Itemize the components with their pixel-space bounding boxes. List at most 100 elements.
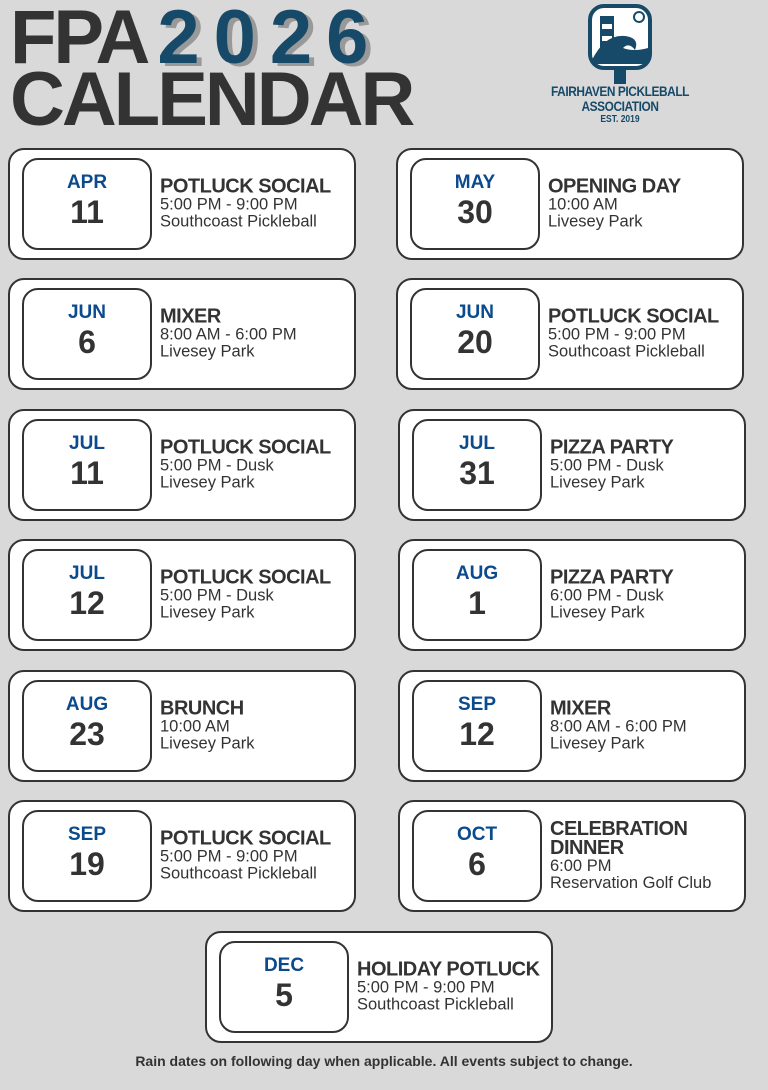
event-day: 6: [78, 324, 96, 360]
event-location: Livesey Park: [160, 342, 255, 361]
event-info: PIZZA PARTY 6:00 PM - Dusk Livesey Park: [550, 566, 674, 622]
event-name: POTLUCK SOCIAL: [160, 566, 331, 589]
logo-line-2: ASSOCIATION: [581, 98, 659, 114]
event-time: 10:00 AM: [548, 195, 618, 214]
event-name: OPENING DAY: [548, 175, 681, 198]
logo-line-1: FAIRHAVEN PICKLEBALL: [550, 83, 690, 99]
date-box: JUL 12: [22, 549, 152, 641]
event-location: Southcoast Pickleball: [548, 342, 705, 361]
event-card: JUN 6 MIXER 8:00 AM - 6:00 PM Livesey Park: [8, 278, 356, 390]
event-month: JUN: [455, 302, 494, 323]
event-month: AUG: [65, 694, 109, 715]
event-time: 5:00 PM - Dusk: [550, 456, 664, 475]
event-day: 11: [70, 194, 104, 230]
event-location: Livesey Park: [548, 212, 643, 231]
event-info: POTLUCK SOCIAL 5:00 PM - Dusk Livesey Park: [160, 566, 331, 622]
event-location: Livesey Park: [550, 603, 645, 622]
event-card: SEP 19 POTLUCK SOCIAL 5:00 PM - 9:00 PM Sout…: [8, 800, 356, 912]
event-day: 30: [457, 194, 493, 230]
event-day: 23: [69, 716, 105, 752]
date-box: SEP 19: [22, 810, 152, 902]
event-info: HOLIDAY POTLUCK 5:00 PM - 9:00 PM Southcoa…: [357, 958, 540, 1014]
title-prefix: FPA: [10, 0, 150, 80]
event-name: CELEBRATION DINNER: [550, 818, 688, 859]
event-day: 5: [275, 977, 293, 1013]
event-day: 6: [468, 846, 486, 882]
event-month: JUL: [69, 563, 105, 584]
event-name: POTLUCK SOCIAL: [160, 175, 331, 198]
event-month: DEC: [263, 955, 305, 976]
event-name: HOLIDAY POTLUCK: [357, 958, 540, 981]
event-day: 20: [457, 324, 493, 360]
event-day: 11: [70, 455, 104, 491]
event-month: APR: [66, 172, 108, 193]
event-name: PIZZA PARTY: [550, 566, 674, 589]
event-name: MIXER: [550, 697, 611, 720]
event-card: APR 11 POTLUCK SOCIAL 5:00 PM - 9:00 PM Sout…: [8, 148, 356, 260]
event-name: PIZZA PARTY: [550, 436, 674, 459]
event-location: Livesey Park: [160, 473, 255, 492]
event-location: Southcoast Pickleball: [357, 995, 514, 1014]
date-box: MAY 30: [410, 158, 540, 250]
event-location: Southcoast Pickleball: [160, 212, 317, 231]
event-month: JUL: [459, 433, 495, 454]
event-location: Livesey Park: [550, 734, 645, 753]
event-name: MIXER: [160, 305, 221, 328]
event-card: AUG 23 BRUNCH 10:00 AM Livesey Park: [8, 670, 356, 782]
event-month: JUL: [69, 433, 105, 454]
title-line-1: FPA 2026: [10, 0, 382, 80]
event-card: JUL 12 POTLUCK SOCIAL 5:00 PM - Dusk Livesey…: [8, 539, 356, 651]
event-name: BRUNCH: [160, 697, 244, 720]
fpa-logo: FAIRHAVEN PICKLEBALL ASSOCIATION EST. 20…: [535, 4, 705, 140]
event-day: 19: [69, 846, 105, 882]
event-time: 8:00 AM - 6:00 PM: [550, 717, 687, 736]
event-day: 31: [459, 455, 495, 491]
event-time: 5:00 PM - Dusk: [160, 456, 274, 475]
date-box: JUN 20: [410, 288, 540, 380]
event-card: AUG 1 PIZZA PARTY 6:00 PM - Dusk Livesey Par…: [398, 539, 746, 651]
event-time: 5:00 PM - 9:00 PM: [160, 847, 298, 866]
title-year: 2026: [157, 0, 383, 80]
event-day: 12: [69, 585, 105, 621]
event-card: JUL 31 PIZZA PARTY 5:00 PM - Dusk Livesey Pa…: [398, 409, 746, 521]
date-box: AUG 23: [22, 680, 152, 772]
date-box: SEP 12: [412, 680, 542, 772]
event-info: CELEBRATION DINNER 6:00 PM Reservation Gol…: [550, 818, 712, 892]
event-card: DEC 5 HOLIDAY POTLUCK 5:00 PM - 9:00 PM Sout…: [205, 931, 553, 1043]
event-card: SEP 12 MIXER 8:00 AM - 6:00 PM Livesey Park: [398, 670, 746, 782]
event-info: MIXER 8:00 AM - 6:00 PM Livesey Park: [550, 697, 687, 753]
event-location: Southcoast Pickleball: [160, 864, 317, 883]
event-month: MAY: [454, 172, 496, 193]
event-name: POTLUCK SOCIAL: [160, 436, 331, 459]
event-time: 5:00 PM - 9:00 PM: [160, 195, 298, 214]
date-box: JUL 11: [22, 419, 152, 511]
date-box: OCT 6: [412, 810, 542, 902]
event-time: 10:00 AM: [160, 717, 230, 736]
event-info: BRUNCH 10:00 AM Livesey Park: [160, 697, 254, 753]
event-month: AUG: [455, 563, 499, 584]
event-time: 5:00 PM - Dusk: [160, 586, 274, 605]
event-info: POTLUCK SOCIAL 5:00 PM - 9:00 PM Southcoas…: [160, 175, 331, 231]
event-time: 6:00 PM - Dusk: [550, 586, 664, 605]
title-line-2: CALENDAR: [10, 57, 415, 142]
event-info: OPENING DAY 10:00 AM Livesey Park: [548, 175, 681, 231]
date-box: DEC 5: [219, 941, 349, 1033]
event-month: SEP: [457, 694, 497, 715]
event-time: 5:00 PM - 9:00 PM: [357, 978, 495, 997]
event-time: 6:00 PM: [550, 857, 612, 875]
event-card: MAY 30 OPENING DAY 10:00 AM Livesey Park: [396, 148, 744, 260]
event-info: POTLUCK SOCIAL 5:00 PM - Dusk Livesey Park: [160, 436, 331, 492]
event-info: POTLUCK SOCIAL 5:00 PM - 9:00 PM Southcoas…: [160, 827, 331, 883]
event-time: 5:00 PM - 9:00 PM: [548, 325, 686, 344]
event-location: Reservation Golf Club: [550, 874, 712, 892]
date-box: AUG 1: [412, 549, 542, 641]
paddle-lighthouse-wave-icon: [588, 4, 652, 84]
event-name: POTLUCK SOCIAL: [160, 827, 331, 850]
date-box: JUN 6: [22, 288, 152, 380]
event-day: 12: [459, 716, 495, 752]
event-month: JUN: [67, 302, 106, 323]
event-info: POTLUCK SOCIAL 5:00 PM - 9:00 PM Southcoas…: [548, 307, 719, 361]
event-location: Livesey Park: [550, 473, 645, 492]
date-box: JUL 31: [412, 419, 542, 511]
event-month: OCT: [456, 824, 498, 845]
